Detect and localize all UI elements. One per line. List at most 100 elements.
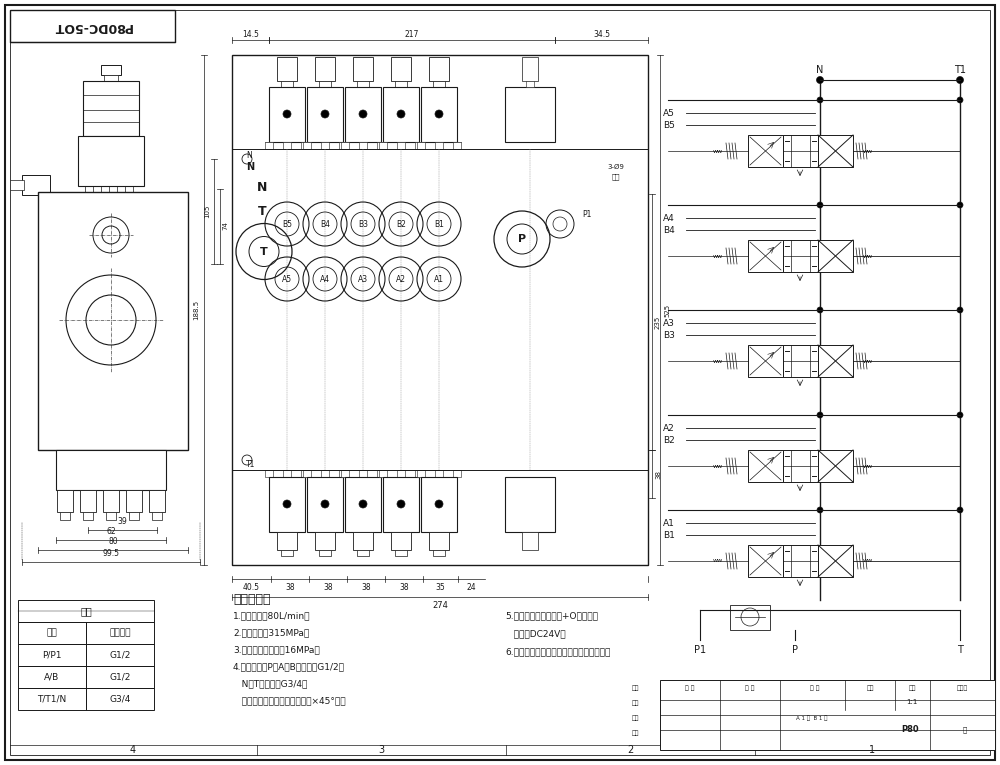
- Circle shape: [957, 97, 963, 103]
- Bar: [86, 688, 154, 710]
- Text: 设计: 设计: [631, 685, 639, 691]
- Bar: [453, 142, 461, 149]
- Circle shape: [397, 500, 405, 508]
- Text: 3: 3: [378, 745, 384, 755]
- Bar: [818, 450, 853, 482]
- Text: B2: B2: [396, 220, 406, 229]
- Text: ww: ww: [863, 464, 873, 468]
- Text: 图号等: 图号等: [956, 685, 968, 691]
- Text: N: N: [246, 162, 254, 172]
- Bar: [783, 450, 818, 482]
- Bar: [303, 470, 311, 477]
- Text: A2: A2: [396, 275, 406, 284]
- Text: ww: ww: [713, 359, 723, 363]
- Bar: [359, 142, 367, 149]
- Text: 38: 38: [361, 582, 371, 591]
- Text: B4: B4: [663, 226, 675, 235]
- Bar: [283, 142, 291, 149]
- Bar: [748, 345, 783, 377]
- Bar: [522, 532, 538, 550]
- Bar: [315, 532, 335, 550]
- Bar: [38, 192, 188, 450]
- Bar: [421, 87, 457, 142]
- Bar: [783, 345, 818, 377]
- Bar: [277, 532, 297, 550]
- Bar: [319, 81, 331, 87]
- Bar: [341, 470, 349, 477]
- Text: 14.5: 14.5: [242, 30, 259, 38]
- Text: N: N: [816, 65, 824, 75]
- Circle shape: [359, 500, 367, 508]
- Circle shape: [816, 76, 824, 83]
- Text: B3: B3: [663, 330, 675, 340]
- Text: 技术要求：: 技术要求：: [233, 593, 270, 606]
- Text: T1: T1: [954, 65, 966, 75]
- Text: 2.额定压力：315MPa；: 2.额定压力：315MPa；: [233, 628, 309, 637]
- Bar: [357, 81, 369, 87]
- Bar: [345, 477, 381, 532]
- Text: 35: 35: [436, 582, 445, 591]
- Text: A3: A3: [358, 275, 368, 284]
- Text: 38: 38: [655, 470, 661, 478]
- Bar: [353, 532, 373, 550]
- Text: 80: 80: [108, 538, 118, 546]
- Text: 2: 2: [627, 745, 633, 755]
- Bar: [453, 470, 461, 477]
- Bar: [303, 142, 311, 149]
- Bar: [526, 81, 534, 87]
- Text: P/P1: P/P1: [42, 650, 62, 659]
- Text: ww: ww: [863, 558, 873, 564]
- Text: T: T: [260, 246, 268, 256]
- Bar: [341, 142, 349, 149]
- Circle shape: [435, 500, 443, 508]
- Circle shape: [359, 110, 367, 118]
- Text: 62: 62: [106, 528, 116, 536]
- Text: B2: B2: [663, 435, 675, 444]
- Text: P: P: [518, 234, 526, 244]
- Text: 批准: 批准: [631, 731, 639, 736]
- Bar: [359, 470, 367, 477]
- Bar: [269, 477, 305, 532]
- Text: N、T油口均为G3/4；: N、T油口均为G3/4；: [233, 679, 307, 688]
- Text: 3-Ø9: 3-Ø9: [608, 164, 624, 170]
- Text: 24: 24: [467, 582, 476, 591]
- Text: 通孔: 通孔: [612, 174, 620, 181]
- Bar: [397, 470, 405, 477]
- Bar: [417, 142, 425, 149]
- Bar: [421, 477, 457, 532]
- Bar: [126, 490, 142, 512]
- Bar: [18, 666, 86, 688]
- Text: 蝠纹规格: 蝠纹规格: [109, 629, 131, 637]
- Bar: [377, 470, 385, 477]
- Circle shape: [817, 307, 823, 313]
- Text: 4.油口尺寸：P、A、B油口均为G1/2；: 4.油口尺寸：P、A、B油口均为G1/2；: [233, 662, 345, 671]
- Bar: [104, 75, 118, 81]
- Text: A4: A4: [320, 275, 330, 284]
- Bar: [383, 87, 419, 142]
- Text: 38: 38: [285, 582, 295, 591]
- Text: 217: 217: [405, 30, 419, 38]
- Bar: [818, 545, 853, 577]
- Text: 188.5: 188.5: [193, 300, 199, 320]
- Circle shape: [283, 110, 291, 118]
- Bar: [321, 142, 329, 149]
- Text: A1: A1: [434, 275, 444, 284]
- Bar: [417, 470, 425, 477]
- Text: T: T: [957, 645, 963, 655]
- Text: A 1 版  B 1 版: A 1 版 B 1 版: [796, 715, 828, 721]
- Bar: [86, 644, 154, 666]
- Bar: [56, 450, 166, 490]
- Text: 274: 274: [432, 601, 448, 610]
- Bar: [22, 175, 50, 195]
- Text: 审核: 审核: [631, 700, 639, 706]
- Bar: [660, 680, 995, 750]
- Circle shape: [957, 412, 963, 418]
- Bar: [265, 142, 273, 149]
- Bar: [152, 512, 162, 520]
- Circle shape: [435, 110, 443, 118]
- Bar: [433, 81, 445, 87]
- Bar: [818, 240, 853, 272]
- Text: P1: P1: [694, 645, 706, 655]
- Text: 38: 38: [399, 582, 409, 591]
- Bar: [307, 477, 343, 532]
